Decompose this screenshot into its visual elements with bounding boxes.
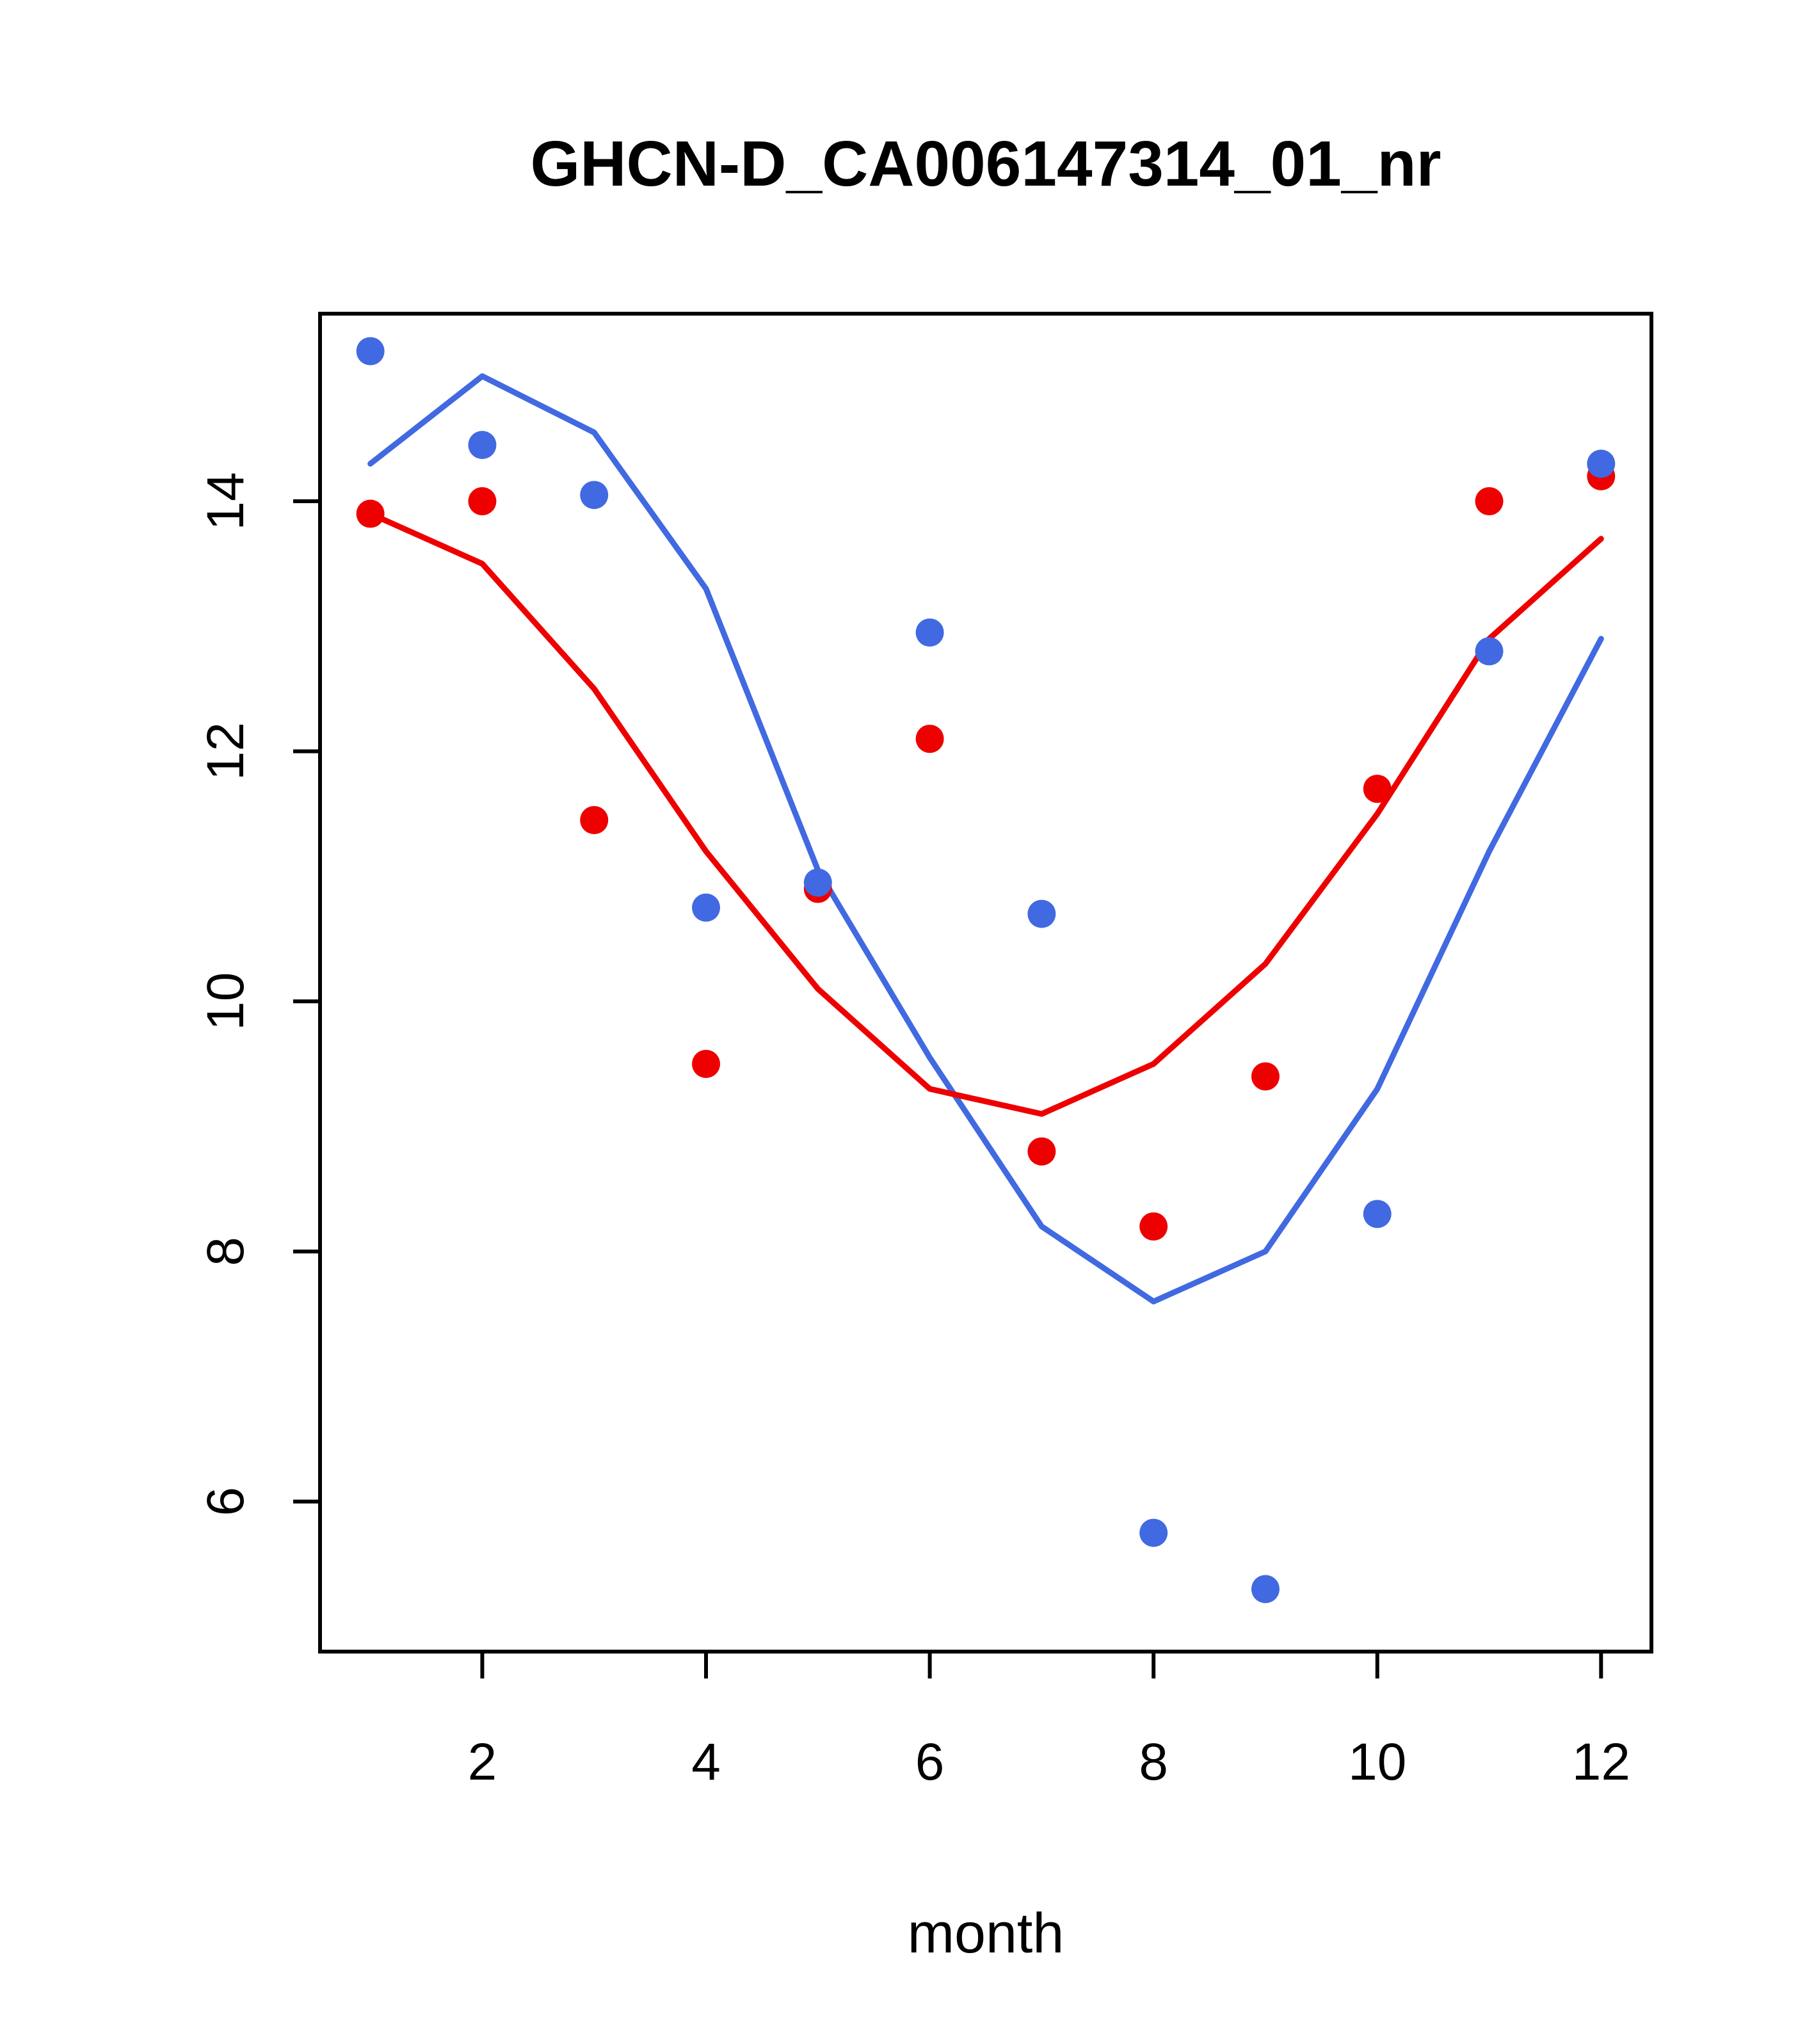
x-tick-label: 10 — [1348, 1733, 1406, 1791]
red-point — [1027, 1137, 1056, 1166]
x-axis-label: month — [908, 1901, 1064, 1965]
red-point — [580, 806, 609, 835]
blue-line — [367, 373, 1604, 1305]
blue-point — [580, 481, 609, 510]
blue-point — [1251, 1575, 1280, 1604]
x-tick-label: 2 — [468, 1733, 497, 1791]
blue-point — [468, 431, 497, 460]
plot-title: GHCN-D_CA006147314_01_nr — [531, 128, 1441, 200]
blue-point — [1587, 449, 1616, 478]
y-tick-label: 6 — [197, 1487, 255, 1517]
y-tick-label: 12 — [197, 722, 255, 780]
red-point — [1363, 775, 1392, 803]
red-point — [1475, 487, 1504, 515]
red-point — [356, 499, 385, 528]
blue-point — [803, 868, 832, 897]
x-tick-label: 6 — [915, 1733, 945, 1791]
y-tick-label: 10 — [197, 972, 255, 1031]
blue-point — [1027, 899, 1056, 928]
blue-point — [1475, 637, 1504, 666]
red-point — [915, 725, 944, 753]
red-point — [468, 487, 497, 515]
red-point — [1139, 1212, 1168, 1241]
plot-border — [318, 312, 1653, 1654]
blue-point — [692, 893, 721, 922]
y-tick-label: 8 — [197, 1237, 255, 1266]
blue-point — [915, 618, 944, 647]
red-point — [1251, 1062, 1280, 1091]
x-tick-label: 12 — [1572, 1733, 1630, 1791]
red-line — [367, 511, 1604, 1117]
blue-point — [1363, 1200, 1392, 1228]
x-tick-label: 8 — [1139, 1733, 1168, 1791]
blue-point — [356, 337, 385, 366]
blue-point — [1139, 1518, 1168, 1547]
y-tick-label: 14 — [197, 472, 255, 530]
x-tick-label: 4 — [691, 1733, 721, 1791]
red-point — [692, 1049, 721, 1078]
